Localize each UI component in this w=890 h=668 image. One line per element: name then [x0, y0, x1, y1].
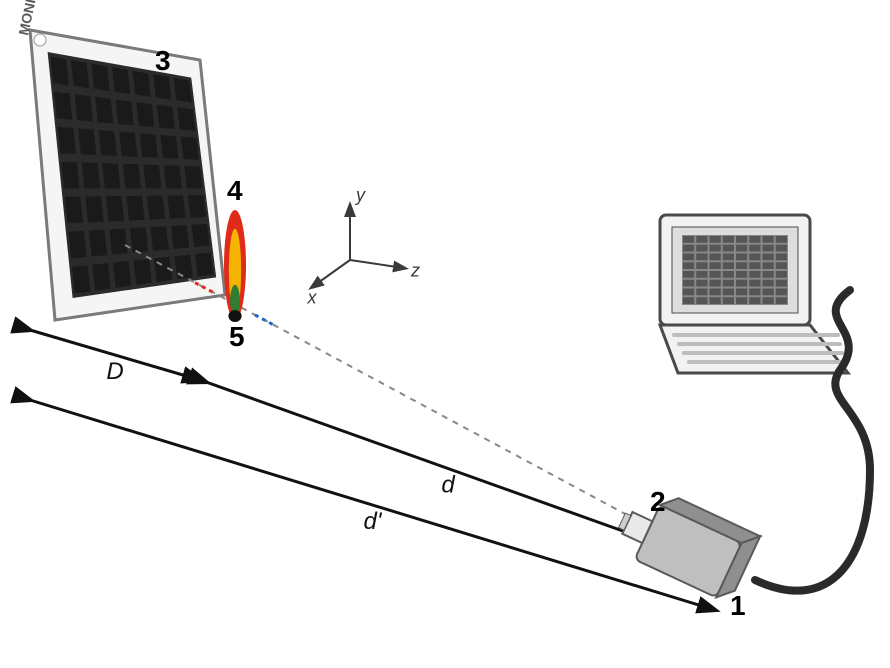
- diagram-canvas: MONITORyzxDd'd34521: [0, 0, 890, 668]
- svg-text:D: D: [106, 358, 123, 385]
- svg-text:d: d: [441, 472, 455, 499]
- label-2: 2: [650, 486, 666, 517]
- svg-text:z: z: [410, 260, 420, 280]
- svg-text:y: y: [354, 185, 366, 205]
- label-4: 4: [227, 175, 243, 206]
- svg-text:d': d': [364, 508, 383, 535]
- label-3: 3: [155, 45, 171, 76]
- label-5: 5: [229, 321, 245, 352]
- label-1: 1: [730, 590, 746, 621]
- svg-text:x: x: [307, 288, 318, 308]
